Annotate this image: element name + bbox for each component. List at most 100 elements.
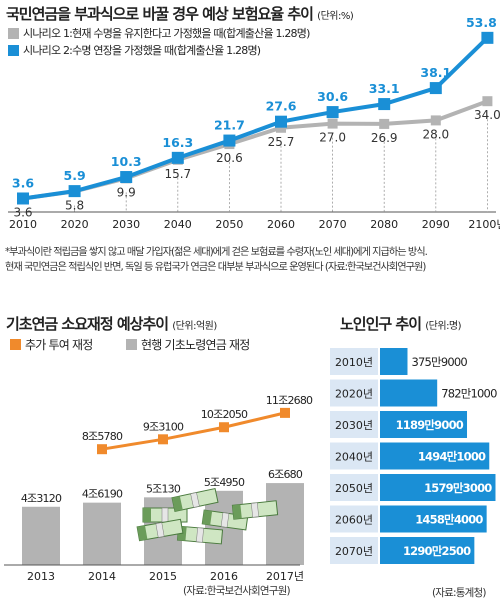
banknote-band <box>172 496 183 512</box>
bar-current-budget <box>83 502 121 565</box>
footnote-line1: *부과식이란 적립금을 쌓지 않고 매달 가입자(젊은 세대)에게 걷은 보험료… <box>5 247 428 258</box>
series-line-scenario1 <box>22 99 489 201</box>
year-label-bg <box>330 379 378 407</box>
data-label-scenario1: 5.8 <box>65 198 84 212</box>
legend-swatch-scenario2 <box>8 44 19 56</box>
x-tick-label: 2010 <box>9 218 37 231</box>
population-bar <box>380 474 496 501</box>
line-value-label: 8조5780 <box>82 430 123 443</box>
x-tick-label: 2040 <box>164 218 192 231</box>
population-value-label: 375만9000 <box>411 355 467 369</box>
banknote-wrapper <box>155 522 165 538</box>
panel1-title-text: 국민연금을 부과식으로 바꿀 경우 예상 보험요율 추이 <box>6 5 314 23</box>
data-point-scenario2 <box>68 185 81 198</box>
series-line-scenario2 <box>22 36 489 201</box>
data-label-scenario2: 53.8 <box>466 15 497 30</box>
data-label-scenario1: 25.7 <box>268 135 295 149</box>
population-bar <box>380 411 468 438</box>
footnote-line2: 현재 국민연금은 적립식인 반면, 독일 등 유럽국가 연금은 대부분 부과식으… <box>5 262 426 273</box>
data-label-scenario2: 33.1 <box>369 81 400 96</box>
data-point-budget-add <box>280 407 290 418</box>
data-label-scenario2: 10.3 <box>111 154 142 169</box>
data-label-scenario1: 15.7 <box>164 167 191 181</box>
year-label: 2040년 <box>335 451 373 464</box>
legend-label-budget-current: 현행 기초노령연금 재정 <box>141 338 250 352</box>
banknote-wrapper <box>190 492 200 508</box>
banknote-band <box>202 510 213 525</box>
data-point-scenario1 <box>276 122 286 133</box>
data-label-scenario2: 38.1 <box>420 65 451 80</box>
data-point-scenario2 <box>171 151 184 164</box>
data-label-scenario2: 30.6 <box>317 89 348 104</box>
data-point-scenario2 <box>378 98 391 111</box>
legend-budget-add: 추가 투여 재정 <box>10 336 93 353</box>
data-label-scenario2: 5.9 <box>64 168 86 183</box>
money-stack-illustration <box>171 487 219 513</box>
x-tick-label: 2100년 <box>468 218 500 231</box>
panel3-source: (자료:통계청) <box>432 587 486 599</box>
data-point-scenario2 <box>120 171 133 184</box>
data-label-scenario1: 27.0 <box>319 131 346 145</box>
legend-scenario1: 시나리오 1:현재 수명을 유지한다고 가정했을 때(합계출산율 1.28명) <box>8 25 310 41</box>
population-bar <box>380 442 490 470</box>
legend-label-scenario1: 시나리오 1:현재 수명을 유지한다고 가정했을 때(합계출산율 1.28명) <box>23 27 310 40</box>
population-value-label: 1494만1000 <box>418 450 486 464</box>
population-bar <box>380 379 438 407</box>
panel1-footnote: *부과식이란 적립금을 쌓지 않고 매달 가입자(젊은 세대)에게 걷은 보험료… <box>5 245 495 275</box>
data-point-scenario2 <box>275 115 287 128</box>
x-tick-label: 2060 <box>267 218 295 231</box>
legend-label-budget-add: 추가 투여 재정 <box>25 338 93 352</box>
year-label: 2060년 <box>335 514 373 527</box>
legend-swatch-budget-add <box>10 339 21 350</box>
year-label: 2020년 <box>335 388 373 401</box>
x-tick-label: 2017년 <box>266 570 304 583</box>
population-bar <box>380 505 487 533</box>
line-value-label: 10조2050 <box>201 408 248 421</box>
year-label-bg <box>330 411 378 438</box>
data-label-scenario1: 20.6 <box>216 151 243 165</box>
x-tick-label: 2090 <box>422 218 450 231</box>
bar-value-label: 4조3120 <box>21 492 62 505</box>
legend-swatch-budget-current <box>126 339 137 350</box>
legend-label-scenario2: 시나리오 2:수명 연장을 가정했을 때(합계출산율 1.28명) <box>23 44 261 57</box>
year-label-bg <box>330 348 378 375</box>
x-tick-label: 2013 <box>27 570 55 583</box>
x-tick-label: 2015 <box>149 570 177 583</box>
premium-rate-line-chart: 2010 2020 2030 2040 2050 2060 2070 2080 2090 2100… <box>8 15 500 231</box>
bar-value-label: 5조4950 <box>204 476 245 489</box>
panel2-unit: (단위:억원) <box>172 321 217 332</box>
data-point-budget-add <box>158 434 168 445</box>
data-label-scenario2: 21.7 <box>214 118 245 133</box>
banknote-wrapper <box>161 507 169 523</box>
data-point-budget-add <box>97 444 107 455</box>
banknote-wrapper <box>251 502 259 518</box>
data-point-scenario2 <box>223 134 236 147</box>
data-point-scenario1 <box>430 115 441 126</box>
year-label: 2010년 <box>335 356 373 369</box>
population-value-label: 1189만9000 <box>396 418 464 432</box>
panel3-title: 노인인구 추이 (단위:명) <box>340 313 462 334</box>
x-tick-label: 2014 <box>88 570 116 583</box>
x-tick-label: 2030 <box>112 218 140 231</box>
banknote-band <box>137 525 148 541</box>
panel2-source: (자료:한국보건사회연구원) <box>183 585 291 597</box>
data-point-scenario2 <box>481 31 494 44</box>
bar-value-label: 5조130 <box>146 482 181 495</box>
year-label-bg <box>330 505 378 533</box>
banknote-band <box>143 508 151 522</box>
year-label: 2070년 <box>335 545 373 558</box>
data-point-budget-add <box>219 422 229 433</box>
line-value-label: 9조3100 <box>143 420 184 433</box>
population-value-label: 1458만4000 <box>415 513 483 527</box>
x-tick-label: 2070 <box>319 218 347 231</box>
panel1-title: 국민연금을 부과식으로 바꿀 경우 예상 보험요율 추이 (단위:%) <box>6 3 354 24</box>
banknote-wrapper <box>220 512 230 528</box>
panel3-unit: (단위:명) <box>425 321 462 332</box>
data-label-scenario1: 26.9 <box>371 131 398 145</box>
data-label-scenario1: 28.0 <box>422 127 449 141</box>
banknote-band <box>232 504 242 520</box>
bar-value-label: 6조680 <box>268 468 303 481</box>
basic-pension-budget-chart: 4조3120 4조6190 5조130 5조4950 6조680 2013 2014 2015… <box>4 394 314 583</box>
data-label-scenario1: 9.9 <box>117 185 136 199</box>
population-value-label: 1290만2500 <box>403 544 471 558</box>
